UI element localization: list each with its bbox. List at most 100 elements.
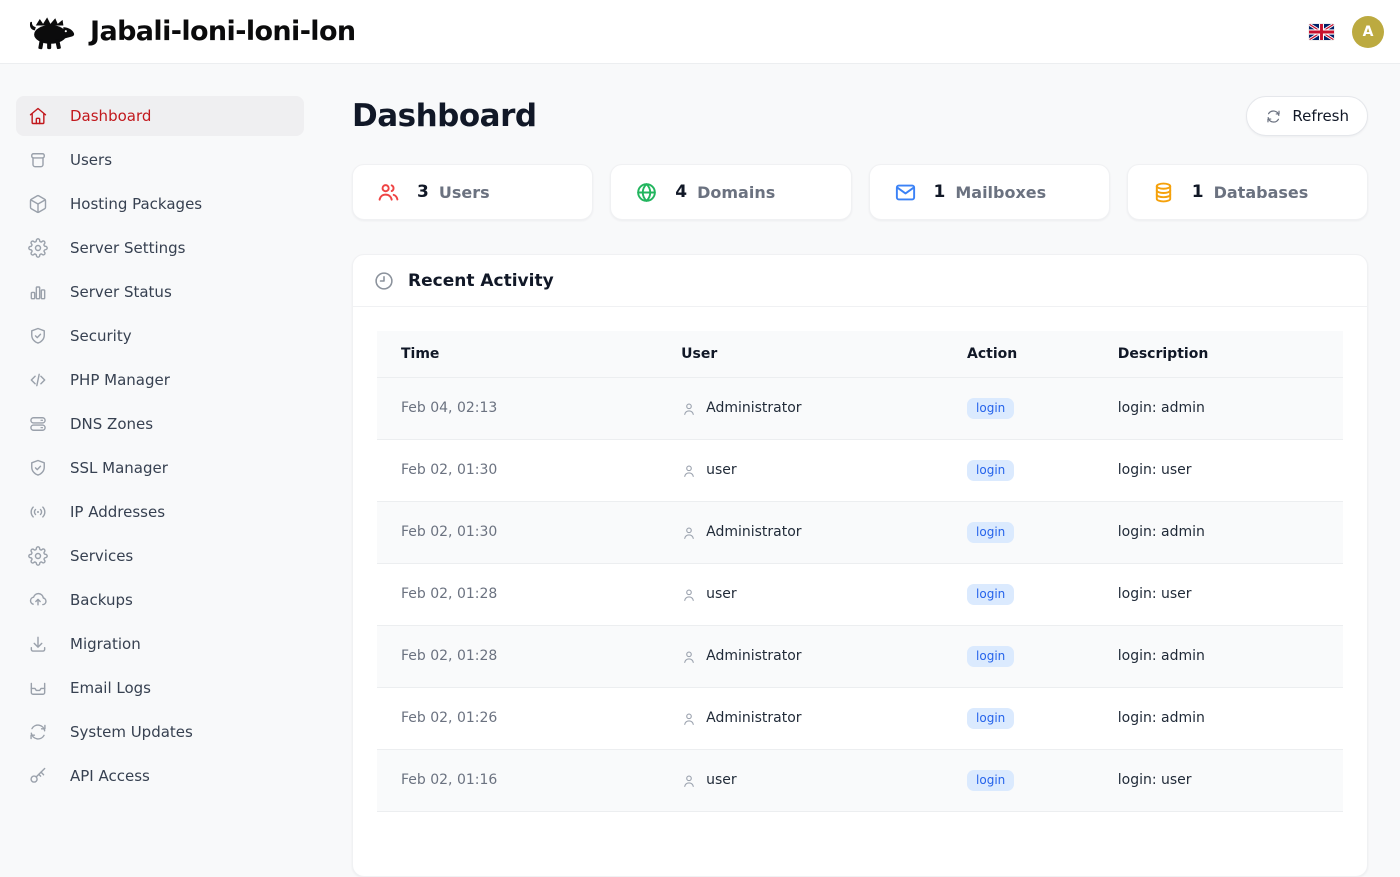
recent-activity-title: Recent Activity <box>408 270 554 291</box>
cell-time: Feb 02, 01:30 <box>377 439 658 502</box>
sidebar-item-ssl-manager[interactable]: SSL Manager <box>16 448 304 488</box>
table-row: Feb 02, 01:30 Administrator login <box>377 501 1343 564</box>
stat-card-databases: 1 Databases <box>1126 164 1368 220</box>
stat-value: 4 <box>675 182 688 202</box>
cell-user: Administrator <box>681 524 927 541</box>
column-header-action: Action <box>943 331 1094 378</box>
sidebar: Dashboard Users Hosting Packages Server … <box>0 64 320 800</box>
activity-table: Time User Action Description Feb 04, 02:… <box>377 331 1343 852</box>
sidebar-item-email-logs[interactable]: Email Logs <box>16 668 304 708</box>
person-icon <box>681 711 697 727</box>
cell-description <box>1093 811 1343 852</box>
sidebar-item-dashboard[interactable]: Dashboard <box>16 96 304 136</box>
table-row: Feb 04, 02:13 Administrator login <box>377 377 1343 440</box>
person-icon <box>681 525 697 541</box>
table-row: Feb 02, 01:16 user login <box>377 749 1343 812</box>
column-header-user: User <box>657 331 944 378</box>
table-row: Feb 02, 01:26 Administrator login <box>377 687 1343 750</box>
sidebar-item-label: PHP Manager <box>70 371 170 389</box>
stats-row: 3 Users 4 Domains 1 Mailboxes 1 <box>352 164 1368 220</box>
cell-time: Feb 02, 01:26 <box>377 687 658 750</box>
sidebar-item-label: Security <box>70 327 132 345</box>
home-icon <box>28 106 48 126</box>
recent-activity-body: Time User Action Description Feb 04, 02:… <box>353 307 1367 876</box>
uk-flag-icon[interactable] <box>1309 23 1334 40</box>
action-badge: login <box>967 708 1015 729</box>
sidebar-item-system-updates[interactable]: System Updates <box>16 712 304 752</box>
cell-user: user <box>681 772 927 789</box>
users-icon <box>377 181 400 204</box>
stat-label: Databases <box>1213 182 1309 202</box>
sync-icon <box>28 722 48 742</box>
inbox-icon <box>28 678 48 698</box>
stat-label: Users <box>438 182 490 202</box>
boar-icon <box>26 13 78 51</box>
mail-icon <box>894 181 917 204</box>
page-header: Dashboard Refresh <box>352 96 1368 136</box>
cell-user-name: Administrator <box>706 400 802 416</box>
sidebar-item-label: System Updates <box>70 723 193 741</box>
broadcast-icon <box>28 502 48 522</box>
header-right: A <box>1309 15 1384 48</box>
main-content: Dashboard Refresh 3 Users 4 Domains <box>320 64 1400 877</box>
sidebar-item-security[interactable]: Security <box>16 316 304 356</box>
cell-time: Feb 02, 01:28 <box>377 563 658 626</box>
person-icon <box>681 463 697 479</box>
sidebar-item-server-settings[interactable]: Server Settings <box>16 228 304 268</box>
sidebar-item-backups[interactable]: Backups <box>16 580 304 620</box>
cell-time: Feb 02, 01:16 <box>377 749 658 812</box>
shield-check-icon <box>28 326 48 346</box>
download-icon <box>28 634 48 654</box>
table-row: Feb 02, 01:28 user login <box>377 563 1343 626</box>
person-icon <box>681 401 697 417</box>
cell-description: login: user <box>1093 749 1343 812</box>
code-icon <box>28 370 48 390</box>
recent-activity-header: Recent Activity <box>353 255 1367 307</box>
cell-user: user <box>681 586 927 603</box>
person-icon <box>681 587 697 603</box>
table-row <box>377 811 1343 852</box>
stat-label: Mailboxes <box>955 182 1047 202</box>
layout: Dashboard Users Hosting Packages Server … <box>0 64 1400 877</box>
key-icon <box>28 766 48 786</box>
sidebar-item-server-status[interactable]: Server Status <box>16 272 304 312</box>
table-row: Feb 02, 01:30 user login <box>377 439 1343 502</box>
sidebar-item-label: Email Logs <box>70 679 151 697</box>
cell-description: login: admin <box>1093 625 1343 688</box>
brand[interactable]: Jabali-loni-loni-lon <box>26 13 356 51</box>
page-title: Dashboard <box>352 98 537 134</box>
avatar[interactable]: A <box>1352 15 1384 48</box>
cell-user: Administrator <box>681 648 927 665</box>
cell-description: login: user <box>1093 439 1343 502</box>
stat-value: 1 <box>1191 182 1204 202</box>
database-icon <box>1152 181 1175 204</box>
action-badge: login <box>967 770 1015 791</box>
cell-description: login: admin <box>1093 687 1343 750</box>
refresh-button[interactable]: Refresh <box>1246 96 1368 136</box>
sidebar-item-hosting-packages[interactable]: Hosting Packages <box>16 184 304 224</box>
column-header-description: Description <box>1093 331 1343 378</box>
sidebar-item-label: SSL Manager <box>70 459 168 477</box>
sidebar-item-php-manager[interactable]: PHP Manager <box>16 360 304 400</box>
refresh-icon <box>1265 108 1282 125</box>
sidebar-item-api-access[interactable]: API Access <box>16 756 304 796</box>
stat-card-domains: 4 Domains <box>610 164 852 220</box>
sidebar-item-label: IP Addresses <box>70 503 166 521</box>
sidebar-item-ip-addresses[interactable]: IP Addresses <box>16 492 304 532</box>
action-badge: login <box>967 584 1015 605</box>
cell-user-name: Administrator <box>706 524 802 540</box>
stat-value: 1 <box>933 182 946 202</box>
sidebar-item-label: Dashboard <box>70 107 152 125</box>
cloud-upload-icon <box>28 590 48 610</box>
sidebar-item-users[interactable]: Users <box>16 140 304 180</box>
table-header-row: Time User Action Description <box>377 331 1343 378</box>
cell-time: Feb 02, 01:30 <box>377 501 658 564</box>
sidebar-item-label: Server Settings <box>70 239 186 257</box>
stat-label: Domains <box>697 182 776 202</box>
sidebar-item-dns-zones[interactable]: DNS Zones <box>16 404 304 444</box>
cell-time <box>377 811 658 852</box>
sidebar-item-services[interactable]: Services <box>16 536 304 576</box>
stat-card-mailboxes: 1 Mailboxes <box>868 164 1110 220</box>
cell-user-name: user <box>706 586 737 602</box>
sidebar-item-migration[interactable]: Migration <box>16 624 304 664</box>
